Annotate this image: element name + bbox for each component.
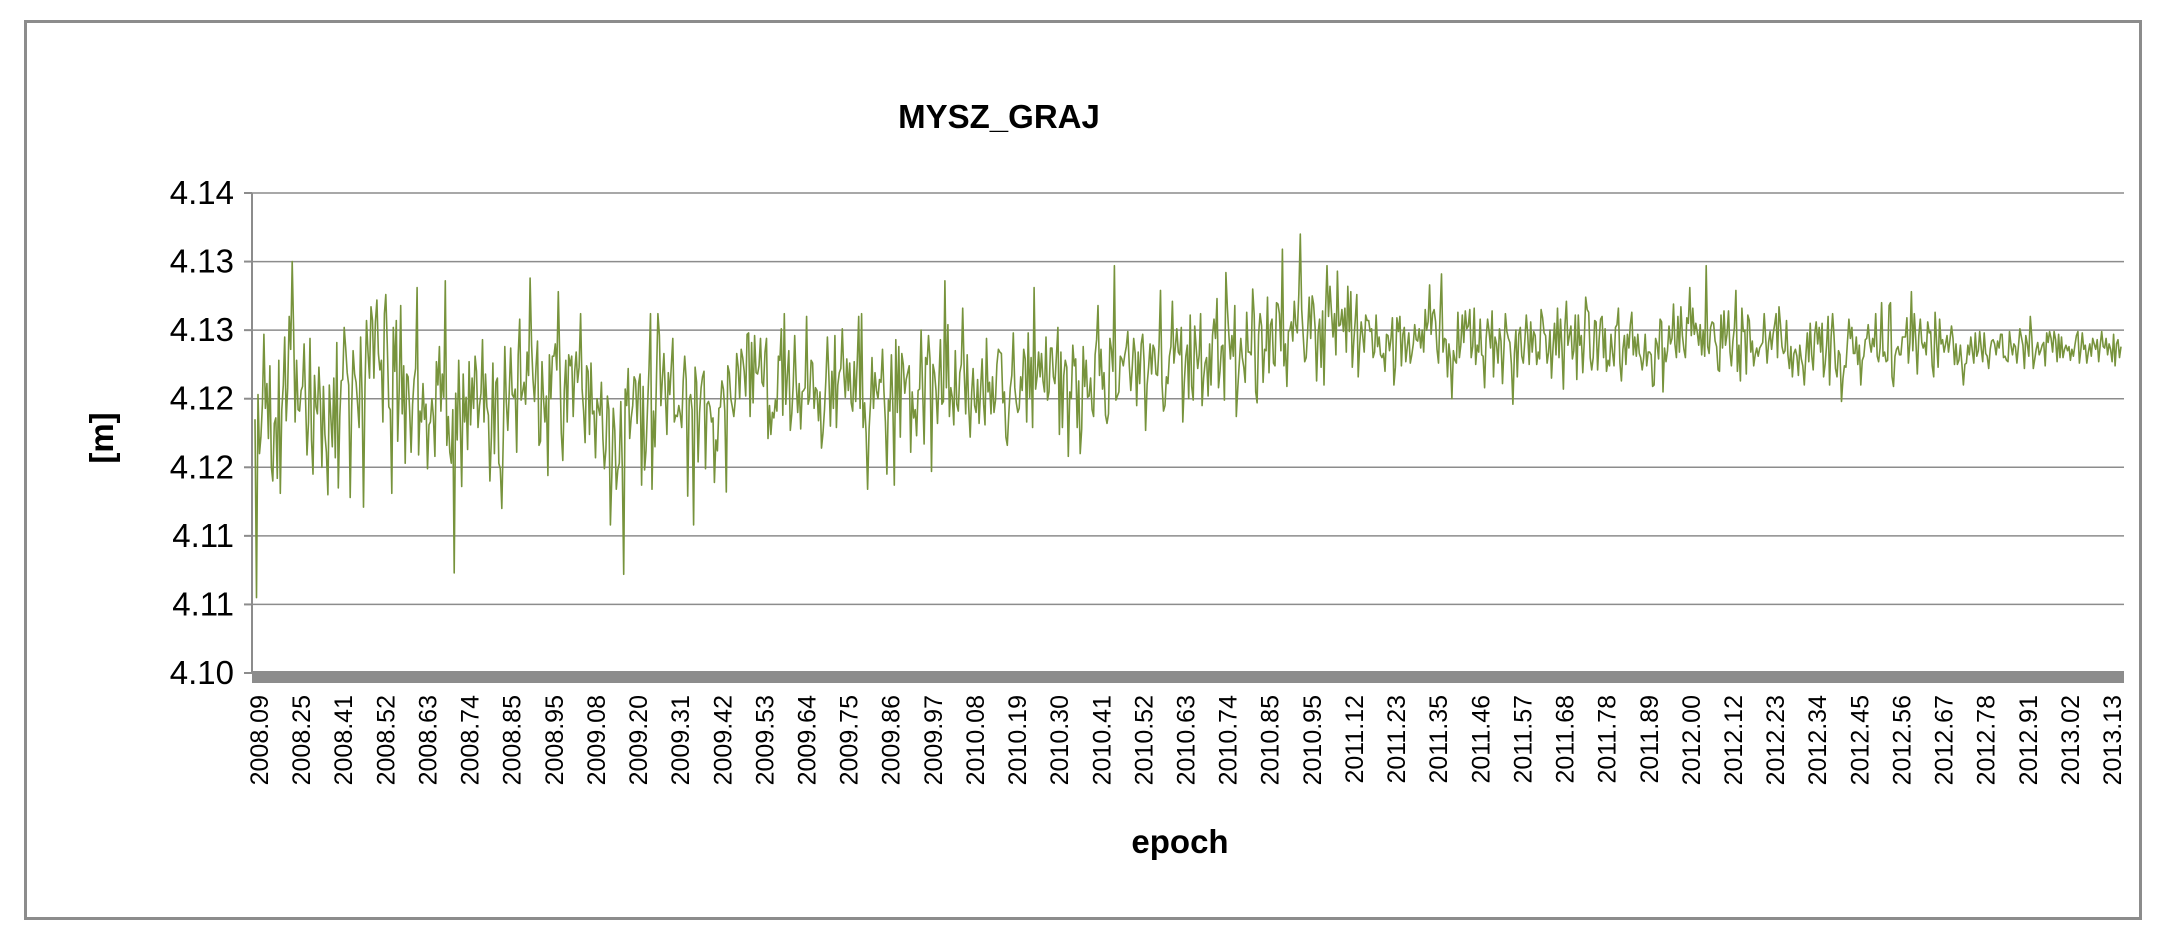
- y-tick-label: 4.11: [172, 585, 234, 622]
- x-tick-label: 2011.57: [1509, 695, 1537, 784]
- x-tick-label: 2011.35: [1425, 695, 1453, 784]
- x-tick-label: 2009.75: [836, 695, 864, 785]
- x-tick-label: 2013.13: [2099, 695, 2127, 785]
- x-tick-label: 2010.95: [1299, 695, 1327, 785]
- y-tick-label: 4.10: [170, 654, 234, 691]
- x-tick-label: 2012.45: [1846, 695, 1874, 785]
- x-axis-bar: [252, 671, 2124, 683]
- y-axis-title: [m]: [83, 412, 120, 463]
- x-axis-title: epoch: [1131, 823, 1228, 860]
- x-tick-label: 2010.52: [1130, 695, 1158, 785]
- x-tick-label: 2009.97: [920, 695, 948, 785]
- x-tick-label: 2010.19: [1004, 695, 1032, 785]
- x-tick-label: 2012.91: [2015, 695, 2043, 785]
- x-tick-label: 2012.12: [1720, 695, 1748, 785]
- x-tick-label: 2013.02: [2057, 695, 2085, 785]
- x-tick-label: 2009.64: [793, 695, 821, 785]
- x-tick-label: 2012.00: [1678, 695, 1706, 785]
- x-tick-label: 2009.31: [667, 695, 695, 785]
- y-axis-ticks: 4.10 4.11 4.11 4.12 4.12 4.13 4.13 4.14: [170, 174, 252, 691]
- x-tick-label: 2012.78: [1973, 695, 2001, 785]
- x-tick-label: 2012.67: [1931, 695, 1959, 785]
- x-tick-label: 2009.20: [625, 695, 653, 785]
- x-tick-label: 2011.46: [1467, 695, 1495, 784]
- x-tick-label: 2012.23: [1762, 695, 1790, 785]
- x-tick-label: 2011.23: [1383, 695, 1411, 784]
- x-tick-label: 2009.53: [751, 695, 779, 785]
- y-tick-label: 4.13: [170, 243, 234, 280]
- chart-area: MYSZ_GRAJ 4.10 4.11 4.11 4.12 4.12 4.13 4.13 4.…: [24, 20, 2142, 920]
- y-tick-label: 4.12: [170, 380, 234, 417]
- x-tick-label: 2008.52: [372, 695, 400, 785]
- x-tick-label: 2010.85: [1257, 695, 1285, 785]
- x-tick-label: 2010.63: [1173, 695, 1201, 785]
- x-tick-label: 2012.56: [1888, 695, 1916, 785]
- x-tick-label: 2008.41: [330, 695, 358, 785]
- x-tick-label: 2011.78: [1594, 695, 1622, 784]
- y-tick-label: 4.13: [170, 311, 234, 348]
- x-tick-label: 2011.89: [1636, 695, 1664, 784]
- x-tick-label: 2010.74: [1215, 695, 1243, 785]
- x-tick-label: 2009.86: [878, 695, 906, 785]
- x-tick-label: 2008.25: [288, 695, 316, 785]
- x-tick-label: 2010.30: [1046, 695, 1074, 785]
- x-tick-label: 2008.74: [457, 695, 485, 785]
- x-tick-label: 2008.63: [414, 695, 442, 785]
- x-tick-label: 2009.08: [583, 695, 611, 785]
- y-tick-label: 4.12: [170, 448, 234, 485]
- chart: MYSZ_GRAJ 4.104.114.114.124.124.134.134.…: [83, 98, 2127, 860]
- x-tick-label: 2011.68: [1552, 695, 1580, 784]
- x-tick-label: 2008.85: [499, 695, 527, 785]
- x-tick-label: 2008.95: [541, 695, 569, 785]
- series-line: [254, 233, 2122, 599]
- x-tick-label: 2011.12: [1341, 695, 1369, 784]
- y-tick-label: 4.11: [172, 517, 234, 554]
- x-tick-label: 2012.34: [1804, 695, 1832, 785]
- x-tick-label: 2010.08: [962, 695, 990, 785]
- y-tick-label: 4.14: [170, 174, 234, 211]
- x-tick-label: 2010.41: [1088, 695, 1116, 785]
- x-tick-label: 2008.09: [246, 695, 274, 785]
- x-tick-label: 2009.42: [709, 695, 737, 785]
- chart-title: MYSZ_GRAJ: [898, 98, 1100, 135]
- x-axis-ticks: 2008.09 2008.25 2008.41 2008.52 2008.63 2008.…: [246, 695, 2127, 785]
